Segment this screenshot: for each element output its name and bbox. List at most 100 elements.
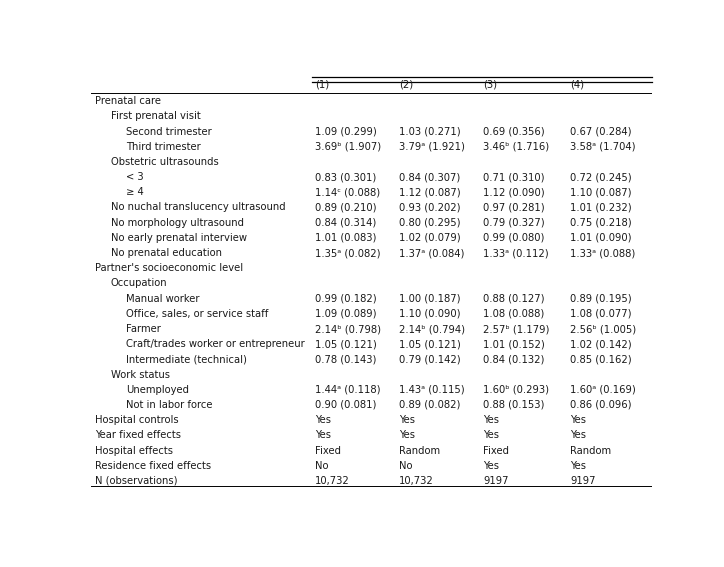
Text: 1.12 (0.087): 1.12 (0.087)	[399, 187, 460, 197]
Text: 0.89 (0.195): 0.89 (0.195)	[571, 294, 632, 304]
Text: 0.93 (0.202): 0.93 (0.202)	[399, 202, 460, 213]
Text: 1.02 (0.079): 1.02 (0.079)	[399, 233, 460, 243]
Text: 1.35ᵃ (0.082): 1.35ᵃ (0.082)	[315, 248, 380, 258]
Text: 0.88 (0.153): 0.88 (0.153)	[484, 400, 544, 410]
Text: 1.33ᵃ (0.088): 1.33ᵃ (0.088)	[571, 248, 636, 258]
Text: Yes: Yes	[484, 430, 500, 441]
Text: No: No	[315, 461, 329, 471]
Text: Yes: Yes	[315, 415, 331, 425]
Text: ≥ 4: ≥ 4	[126, 187, 143, 197]
Text: Yes: Yes	[571, 415, 586, 425]
Text: 0.80 (0.295): 0.80 (0.295)	[399, 218, 460, 228]
Text: Not in labor force: Not in labor force	[126, 400, 212, 410]
Text: 9197: 9197	[571, 476, 596, 486]
Text: 1.05 (0.121): 1.05 (0.121)	[315, 339, 376, 349]
Text: 0.89 (0.210): 0.89 (0.210)	[315, 202, 376, 213]
Text: 1.09 (0.299): 1.09 (0.299)	[315, 126, 376, 137]
Text: 2.14ᵇ (0.798): 2.14ᵇ (0.798)	[315, 324, 381, 334]
Text: Hospital controls: Hospital controls	[95, 415, 179, 425]
Text: 2.14ᵇ (0.794): 2.14ᵇ (0.794)	[399, 324, 465, 334]
Text: 0.86 (0.096): 0.86 (0.096)	[571, 400, 632, 410]
Text: 0.75 (0.218): 0.75 (0.218)	[571, 218, 632, 228]
Text: Farmer: Farmer	[126, 324, 161, 334]
Text: Partner's socioeconomic level: Partner's socioeconomic level	[95, 263, 243, 273]
Text: Hospital effects: Hospital effects	[95, 446, 173, 455]
Text: 1.09 (0.089): 1.09 (0.089)	[315, 309, 376, 319]
Text: 1.01 (0.090): 1.01 (0.090)	[571, 233, 632, 243]
Text: Yes: Yes	[571, 430, 586, 441]
Text: 3.46ᵇ (1.716): 3.46ᵇ (1.716)	[484, 142, 550, 152]
Text: 1.01 (0.083): 1.01 (0.083)	[315, 233, 376, 243]
Text: (3): (3)	[484, 80, 497, 90]
Text: 1.10 (0.090): 1.10 (0.090)	[399, 309, 460, 319]
Text: 0.84 (0.132): 0.84 (0.132)	[484, 354, 544, 365]
Text: Yes: Yes	[484, 415, 500, 425]
Text: 0.85 (0.162): 0.85 (0.162)	[571, 354, 632, 365]
Text: N (observations): N (observations)	[95, 476, 177, 486]
Text: 1.08 (0.088): 1.08 (0.088)	[484, 309, 544, 319]
Text: Fixed: Fixed	[484, 446, 509, 455]
Text: 1.00 (0.187): 1.00 (0.187)	[399, 294, 460, 304]
Text: 1.14ᶜ (0.088): 1.14ᶜ (0.088)	[315, 187, 380, 197]
Text: Manual worker: Manual worker	[126, 294, 199, 304]
Text: First prenatal visit: First prenatal visit	[111, 111, 201, 121]
Text: (4): (4)	[571, 80, 584, 90]
Text: Random: Random	[399, 446, 440, 455]
Text: 0.89 (0.082): 0.89 (0.082)	[399, 400, 460, 410]
Text: Yes: Yes	[399, 430, 415, 441]
Text: 0.79 (0.327): 0.79 (0.327)	[484, 218, 545, 228]
Text: 0.78 (0.143): 0.78 (0.143)	[315, 354, 376, 365]
Text: Third trimester: Third trimester	[126, 142, 201, 152]
Text: 2.56ᵇ (1.005): 2.56ᵇ (1.005)	[571, 324, 636, 334]
Text: Yes: Yes	[571, 461, 586, 471]
Text: 1.33ᵃ (0.112): 1.33ᵃ (0.112)	[484, 248, 549, 258]
Text: 1.60ᵃ (0.169): 1.60ᵃ (0.169)	[571, 385, 636, 395]
Text: Yes: Yes	[399, 415, 415, 425]
Text: 0.71 (0.310): 0.71 (0.310)	[484, 172, 544, 182]
Text: 0.67 (0.284): 0.67 (0.284)	[571, 126, 632, 137]
Text: 0.72 (0.245): 0.72 (0.245)	[571, 172, 632, 182]
Text: 1.01 (0.232): 1.01 (0.232)	[571, 202, 632, 213]
Text: Second trimester: Second trimester	[126, 126, 211, 137]
Text: Obstetric ultrasounds: Obstetric ultrasounds	[111, 157, 219, 167]
Text: Year fixed effects: Year fixed effects	[95, 430, 181, 441]
Text: Unemployed: Unemployed	[126, 385, 189, 395]
Text: 0.97 (0.281): 0.97 (0.281)	[484, 202, 545, 213]
Text: 1.03 (0.271): 1.03 (0.271)	[399, 126, 460, 137]
Text: 0.84 (0.314): 0.84 (0.314)	[315, 218, 376, 228]
Text: Yes: Yes	[315, 430, 331, 441]
Text: 1.08 (0.077): 1.08 (0.077)	[571, 309, 632, 319]
Text: (2): (2)	[399, 80, 413, 90]
Text: 0.84 (0.307): 0.84 (0.307)	[399, 172, 460, 182]
Text: 1.12 (0.090): 1.12 (0.090)	[484, 187, 545, 197]
Text: 1.10 (0.087): 1.10 (0.087)	[571, 187, 632, 197]
Text: 1.05 (0.121): 1.05 (0.121)	[399, 339, 461, 349]
Text: Intermediate (technical): Intermediate (technical)	[126, 354, 247, 365]
Text: 9197: 9197	[484, 476, 509, 486]
Text: 0.99 (0.080): 0.99 (0.080)	[484, 233, 544, 243]
Text: 3.58ᵃ (1.704): 3.58ᵃ (1.704)	[571, 142, 636, 152]
Text: No prenatal education: No prenatal education	[111, 248, 222, 258]
Text: 1.02 (0.142): 1.02 (0.142)	[571, 339, 632, 349]
Text: 0.90 (0.081): 0.90 (0.081)	[315, 400, 376, 410]
Text: Random: Random	[571, 446, 611, 455]
Text: Yes: Yes	[484, 461, 500, 471]
Text: 1.44ᵃ (0.118): 1.44ᵃ (0.118)	[315, 385, 380, 395]
Text: Craft/trades worker or entrepreneur: Craft/trades worker or entrepreneur	[126, 339, 305, 349]
Text: < 3: < 3	[126, 172, 143, 182]
Text: 0.79 (0.142): 0.79 (0.142)	[399, 354, 460, 365]
Text: 0.88 (0.127): 0.88 (0.127)	[484, 294, 544, 304]
Text: 1.43ᵃ (0.115): 1.43ᵃ (0.115)	[399, 385, 465, 395]
Text: 3.79ᵃ (1.921): 3.79ᵃ (1.921)	[399, 142, 465, 152]
Text: Fixed: Fixed	[315, 446, 341, 455]
Text: Prenatal care: Prenatal care	[95, 96, 161, 106]
Text: Residence fixed effects: Residence fixed effects	[95, 461, 211, 471]
Text: Office, sales, or service staff: Office, sales, or service staff	[126, 309, 268, 319]
Text: No: No	[399, 461, 413, 471]
Text: Occupation: Occupation	[111, 278, 167, 289]
Text: 10,732: 10,732	[315, 476, 350, 486]
Text: No early prenatal interview: No early prenatal interview	[111, 233, 247, 243]
Text: 10,732: 10,732	[399, 476, 434, 486]
Text: Work status: Work status	[111, 370, 169, 379]
Text: 0.99 (0.182): 0.99 (0.182)	[315, 294, 376, 304]
